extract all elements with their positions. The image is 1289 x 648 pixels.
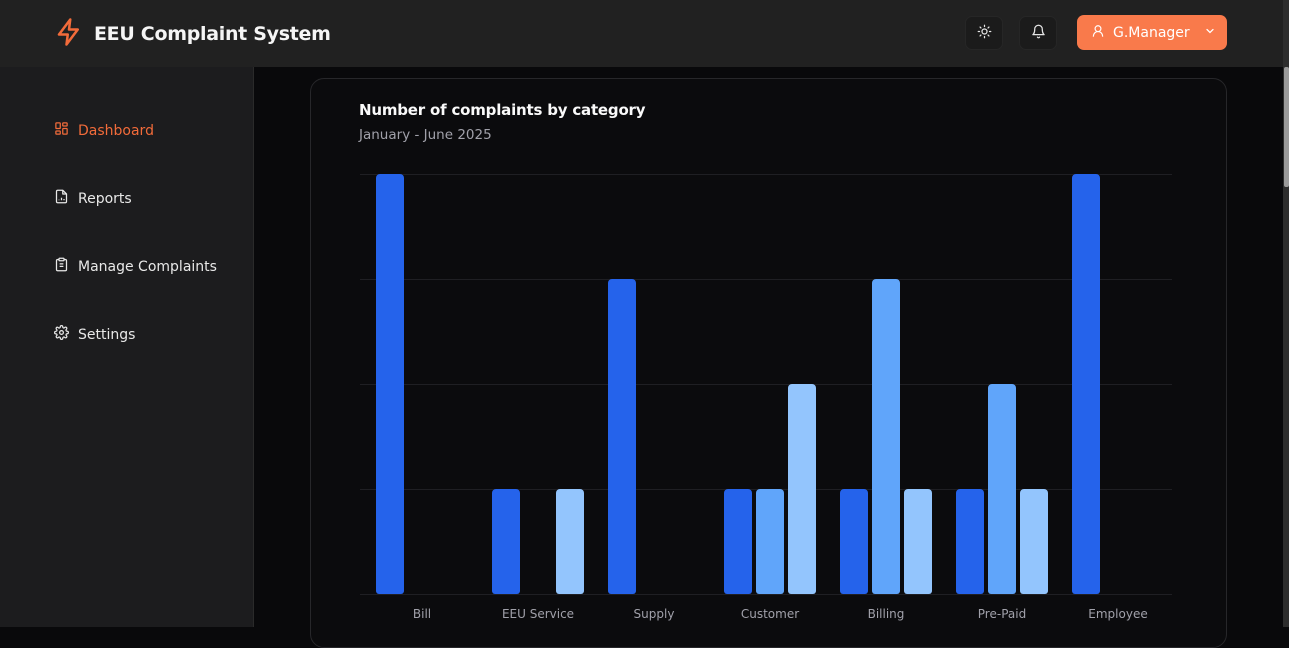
chart-bar[interactable] bbox=[556, 489, 584, 594]
sidebar bbox=[0, 67, 254, 627]
notifications-button[interactable] bbox=[1019, 16, 1057, 50]
sidebar-item-label: Settings bbox=[78, 326, 136, 343]
chevron-down-icon bbox=[1204, 25, 1216, 41]
top-bar bbox=[0, 0, 1283, 67]
brand[interactable]: EEU Complaint System bbox=[54, 17, 331, 51]
chart-bar[interactable] bbox=[376, 174, 404, 594]
grid-line bbox=[360, 279, 1172, 280]
chart-subtitle: January - June 2025 bbox=[359, 127, 492, 143]
theme-toggle-button[interactable] bbox=[965, 16, 1003, 50]
chart-title: Number of complaints by category bbox=[359, 101, 646, 119]
sidebar-item-dashboard[interactable]: Dashboard bbox=[54, 121, 154, 140]
user-menu-button[interactable]: G.Manager bbox=[1077, 15, 1227, 50]
chart-bar[interactable] bbox=[788, 384, 816, 594]
user-icon bbox=[1091, 24, 1105, 42]
sidebar-item-manage-complaints[interactable]: Manage Complaints bbox=[54, 257, 217, 276]
scrollbar-thumb[interactable] bbox=[1284, 67, 1289, 187]
chart-bar[interactable] bbox=[904, 489, 932, 594]
x-axis-label: Bill bbox=[412, 607, 432, 621]
grid-line bbox=[360, 384, 1172, 385]
page-scrollbar[interactable] bbox=[1283, 0, 1289, 627]
chart-bar[interactable] bbox=[1020, 489, 1048, 594]
clipboard-list-icon bbox=[54, 257, 69, 276]
grid-line bbox=[360, 174, 1172, 175]
chart-bar[interactable] bbox=[840, 489, 868, 594]
x-axis-label: Pre-Paid bbox=[977, 607, 1027, 621]
grid-line bbox=[360, 594, 1172, 595]
user-name: G.Manager bbox=[1113, 24, 1190, 41]
report-file-icon bbox=[54, 189, 69, 208]
chart-bar[interactable] bbox=[756, 489, 784, 594]
gear-icon bbox=[54, 325, 69, 344]
x-axis-label: Employee bbox=[1088, 607, 1148, 621]
x-axis-label: Supply bbox=[633, 607, 675, 621]
sidebar-item-label: Dashboard bbox=[78, 122, 154, 139]
sidebar-item-label: Reports bbox=[78, 190, 132, 207]
x-axis-label: EEU Service bbox=[501, 607, 575, 621]
lightning-bolt-icon bbox=[54, 17, 84, 51]
chart-bar[interactable] bbox=[608, 279, 636, 594]
chart-bar[interactable] bbox=[988, 384, 1016, 594]
x-axis-label: Customer bbox=[740, 607, 800, 621]
sidebar-item-label: Manage Complaints bbox=[78, 258, 217, 275]
chart-bar[interactable] bbox=[872, 279, 900, 594]
app-title: EEU Complaint System bbox=[94, 23, 331, 45]
sidebar-item-settings[interactable]: Settings bbox=[54, 325, 135, 344]
x-axis-label: Billing bbox=[867, 607, 905, 621]
sidebar-item-reports[interactable]: Reports bbox=[54, 189, 132, 208]
sun-icon bbox=[977, 24, 992, 43]
bell-icon bbox=[1031, 24, 1046, 43]
dashboard-grid-icon bbox=[54, 121, 69, 140]
chart-bar[interactable] bbox=[492, 489, 520, 594]
chart-bar[interactable] bbox=[956, 489, 984, 594]
chart-bar[interactable] bbox=[1072, 174, 1100, 594]
chart-bar[interactable] bbox=[724, 489, 752, 594]
